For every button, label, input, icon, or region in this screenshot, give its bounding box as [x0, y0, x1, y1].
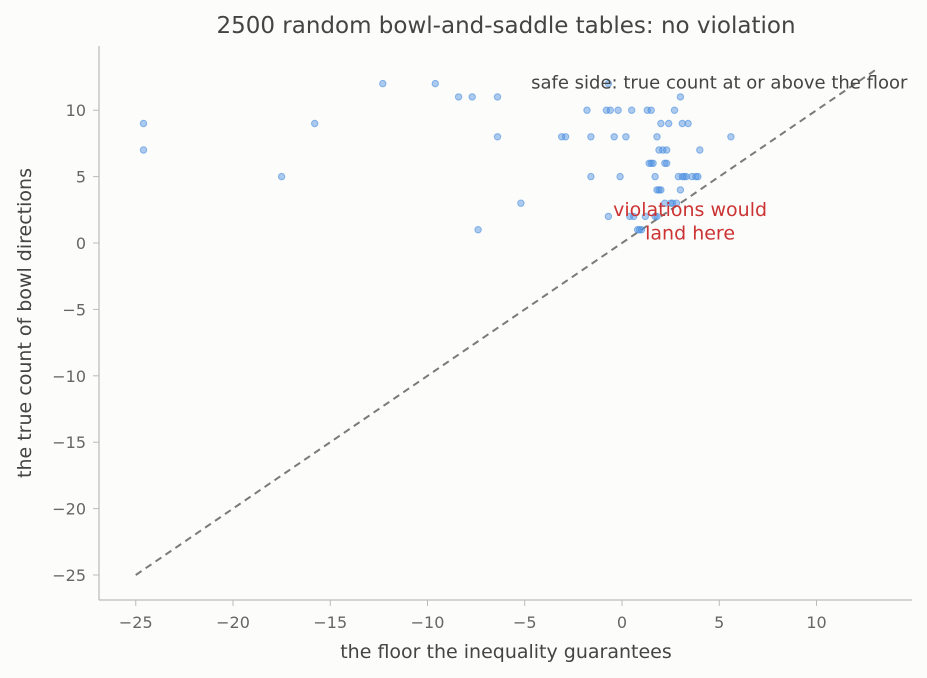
data-point — [668, 199, 677, 207]
y-axis-label: the true count of bowl directions — [14, 168, 36, 478]
data-point — [379, 79, 387, 88]
data-point — [602, 106, 611, 114]
data-point — [663, 146, 671, 154]
data-point — [659, 146, 667, 154]
data-point — [657, 186, 665, 194]
data-point — [692, 172, 700, 181]
data-point — [616, 172, 624, 181]
y-tick-label: −20 — [52, 500, 86, 519]
data-point — [493, 133, 502, 141]
data-point — [678, 172, 686, 181]
data-point — [653, 133, 661, 141]
data-point — [676, 93, 685, 101]
data-point — [645, 159, 653, 168]
data-point — [643, 106, 651, 114]
annotation-violations: violations would — [613, 199, 767, 221]
data-point — [517, 199, 525, 207]
data-point — [727, 133, 735, 141]
data-point — [610, 133, 618, 141]
data-point — [655, 186, 663, 194]
reference-line — [135, 69, 876, 576]
data-point — [670, 106, 679, 114]
data-point — [641, 212, 649, 221]
data-point — [604, 212, 613, 221]
chart-title: 2500 random bowl-and-saddle tables: no v… — [216, 13, 795, 39]
data-point — [661, 159, 669, 168]
data-point — [628, 106, 636, 114]
data-point — [558, 133, 566, 141]
x-tick-label: 0 — [617, 613, 627, 632]
data-point — [653, 212, 661, 221]
annotation-land-here: land here — [645, 223, 735, 245]
data-point — [606, 106, 614, 114]
data-point — [493, 93, 502, 101]
x-tick-label: −10 — [411, 613, 445, 632]
data-point — [649, 159, 657, 168]
data-point — [672, 199, 681, 207]
data-point — [682, 172, 690, 181]
data-point — [474, 226, 482, 234]
data-point — [139, 119, 148, 128]
data-point — [657, 119, 665, 128]
data-point — [665, 119, 673, 128]
y-tick-label: −25 — [52, 566, 86, 585]
data-point — [676, 186, 685, 194]
data-point — [614, 106, 622, 114]
axis-ticks: −25 −20 −15 −10 −5 0 5 10 −25 −20 −15 −10 −5 0 5 10 — [52, 101, 826, 632]
x-tick-label: 5 — [714, 613, 724, 632]
data-point — [655, 146, 663, 154]
data-point — [680, 172, 688, 181]
data-point — [587, 172, 595, 181]
y-tick-label: −15 — [52, 433, 86, 452]
data-point — [622, 133, 630, 141]
data-point — [626, 212, 634, 221]
y-tick-label: 0 — [76, 234, 86, 253]
data-point — [561, 133, 570, 141]
x-tick-label: 10 — [806, 613, 826, 632]
x-tick-label: −25 — [119, 613, 153, 632]
data-point — [696, 146, 704, 154]
data-point — [587, 133, 595, 141]
data-point — [663, 159, 671, 168]
data-point — [633, 226, 642, 234]
x-tick-label: −15 — [313, 613, 347, 632]
data-point — [468, 93, 476, 101]
data-point — [277, 172, 286, 181]
data-point — [694, 172, 702, 181]
data-point — [637, 226, 646, 234]
data-point — [604, 79, 613, 88]
annotation-safe-side: safe side: true count at or above the fl… — [531, 73, 908, 94]
data-point — [647, 159, 655, 168]
y-tick-label: −5 — [62, 300, 86, 319]
data-point — [431, 79, 439, 88]
data-point — [684, 119, 692, 128]
data-point — [647, 106, 655, 114]
data-point — [651, 212, 659, 221]
x-tick-label: −5 — [513, 613, 537, 632]
data-point — [635, 226, 644, 234]
data-point — [630, 212, 638, 221]
data-points — [139, 79, 735, 234]
data-point — [678, 119, 686, 128]
data-point — [454, 93, 463, 101]
data-point — [653, 186, 661, 194]
y-tick-label: 10 — [66, 101, 86, 120]
data-point — [661, 199, 669, 207]
x-tick-label: −20 — [216, 613, 250, 632]
data-point — [583, 106, 591, 114]
x-axis-label: the floor the inequality guarantees — [340, 641, 672, 663]
data-point — [674, 172, 683, 181]
data-point — [651, 172, 659, 181]
data-point — [139, 146, 148, 154]
data-point — [311, 119, 319, 128]
y-tick-label: 5 — [76, 168, 86, 187]
y-tick-label: −10 — [52, 367, 86, 386]
